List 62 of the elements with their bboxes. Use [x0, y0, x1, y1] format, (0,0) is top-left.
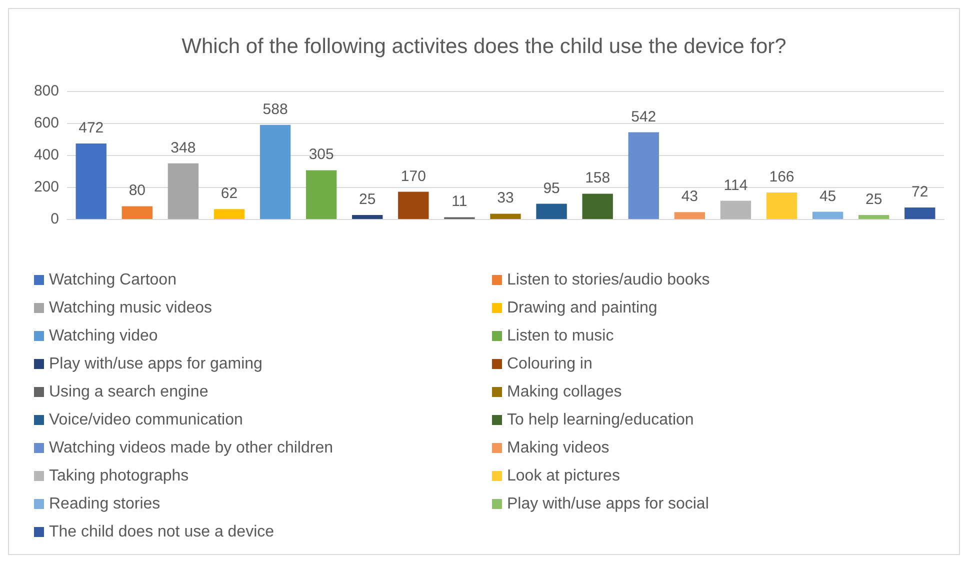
- bar: [858, 215, 890, 219]
- bar: [536, 204, 567, 219]
- legend-label: Using a search engine: [49, 384, 208, 400]
- bar: [628, 132, 659, 219]
- data-label: 542: [631, 108, 656, 126]
- data-label: 588: [262, 100, 288, 118]
- bar: [122, 206, 153, 219]
- data-label: 45: [819, 188, 836, 205]
- legend-label: Look at pictures: [507, 468, 620, 484]
- legend-label: Colouring in: [507, 356, 592, 372]
- data-label: 472: [78, 119, 104, 136]
- legend-label: Voice/video communication: [49, 412, 243, 428]
- bar: [904, 207, 936, 219]
- data-label: 166: [769, 168, 794, 186]
- legend-label: Taking photographs: [49, 468, 189, 484]
- legend-label: Making videos: [507, 440, 610, 456]
- data-label: 170: [400, 168, 426, 185]
- bar: [76, 143, 106, 219]
- data-label: 158: [585, 170, 610, 187]
- legend-label: Making collages: [507, 384, 622, 400]
- bar: [766, 192, 798, 219]
- bar: [674, 212, 706, 219]
- data-label: 95: [543, 180, 560, 197]
- bar: [720, 200, 752, 219]
- data-label: 348: [170, 139, 196, 156]
- bar: [214, 209, 245, 219]
- data-label: 11: [452, 193, 468, 210]
- chart-title: Which of the following activites does the child use the device for?: [182, 35, 786, 58]
- bar: [812, 212, 844, 219]
- legend-label: Reading stories: [49, 496, 160, 512]
- data-label: 25: [359, 191, 376, 208]
- y-tick-label: 600: [34, 114, 59, 132]
- data-label: 43: [681, 188, 698, 206]
- legend-label: Play with/use apps for social: [507, 496, 709, 512]
- y-tick-label: 800: [34, 82, 59, 100]
- bar: [490, 214, 521, 219]
- y-tick-label: 0: [50, 210, 59, 228]
- bar: [398, 192, 429, 219]
- bar: [352, 215, 383, 219]
- bar: [260, 124, 291, 219]
- legend-label: Listen to stories/audio books: [507, 272, 710, 288]
- legend-label: Play with/use apps for gaming: [49, 356, 262, 372]
- legend-label: Watching video: [49, 328, 158, 344]
- data-label: 305: [308, 146, 334, 164]
- legend-label: Watching Cartoon: [49, 272, 176, 288]
- data-label: 62: [220, 185, 238, 202]
- data-label: 72: [912, 183, 928, 200]
- legend-label: The child does not use a device: [49, 524, 274, 540]
- legend-label: Drawing and painting: [507, 300, 658, 316]
- data-label: 33: [497, 190, 514, 207]
- y-tick-label: 200: [34, 178, 59, 196]
- bar: [306, 170, 337, 219]
- bar: [168, 163, 199, 219]
- data-label: 80: [128, 182, 146, 200]
- legend-label: Watching music videos: [49, 300, 212, 316]
- data-label: 25: [865, 191, 882, 208]
- legend-label: Watching videos made by other children: [49, 440, 333, 456]
- legend-label: Listen to music: [507, 328, 614, 344]
- legend-label: To help learning/education: [507, 412, 694, 428]
- data-label: 114: [724, 176, 748, 194]
- y-tick-label: 400: [34, 146, 59, 164]
- bar: [582, 194, 613, 219]
